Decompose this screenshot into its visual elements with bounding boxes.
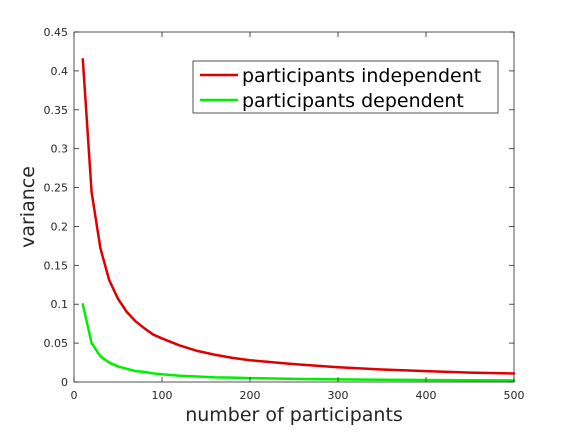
series-line-1 — [81, 302, 516, 382]
x-tick-label: 500 — [504, 389, 525, 402]
y-tick-label: 0 — [61, 376, 68, 389]
x-tick-label: 0 — [71, 389, 78, 402]
series-line-0 — [81, 57, 516, 375]
legend-label-0: participants independent — [242, 65, 481, 87]
series-layer — [81, 57, 516, 382]
legend: participants independent participants dep… — [192, 60, 499, 114]
y-tick-label: 0.3 — [51, 143, 69, 156]
x-tick-label: 400 — [416, 389, 437, 402]
x-tick-label: 100 — [152, 389, 173, 402]
y-tick-label: 0.15 — [44, 259, 69, 272]
y-tick-label: 0.25 — [44, 182, 69, 195]
x-axis-label: number of participants — [185, 404, 403, 426]
legend-label-1: participants dependent — [242, 90, 464, 112]
y-tick-label: 0.1 — [51, 298, 69, 311]
y-tick-label: 0.4 — [51, 65, 69, 78]
y-tick-label: 0.2 — [51, 220, 69, 233]
axes-layer: 0 100 200 300 400 500 0 0.05 0.1 0.15 0.2 0.25 0.3 0.… — [44, 26, 525, 402]
y-tick-label: 0.35 — [44, 104, 69, 117]
y-tick-label: 0.45 — [44, 26, 69, 39]
y-axis-label: variance — [17, 166, 39, 248]
axes-frame — [73, 31, 515, 383]
y-tick-label: 0.05 — [44, 337, 69, 350]
legend-box — [192, 60, 499, 114]
x-tick-label: 300 — [328, 389, 349, 402]
x-tick-label: 200 — [240, 389, 261, 402]
